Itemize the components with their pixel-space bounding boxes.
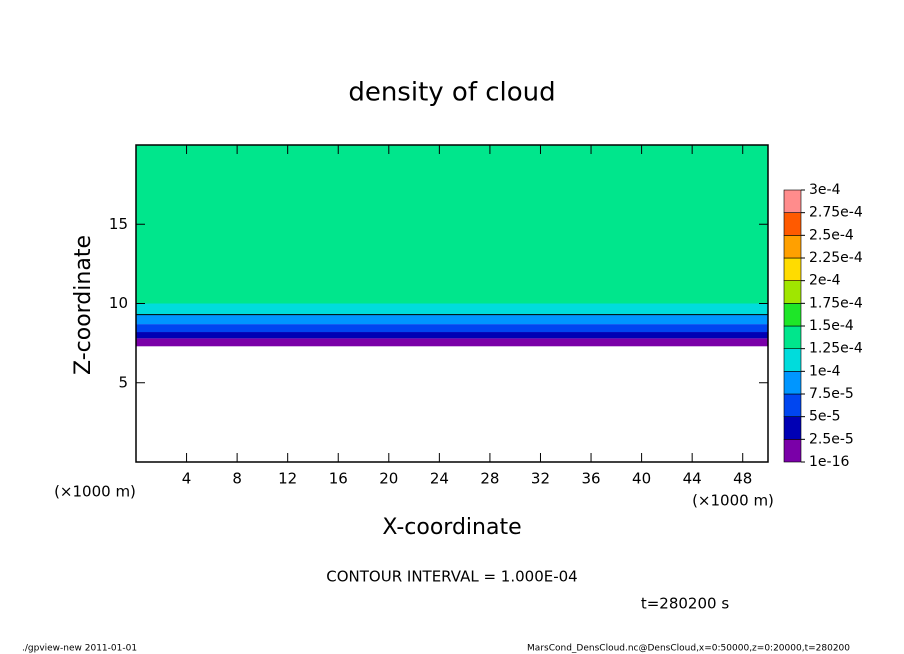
colorbar-label: 1.5e-4 [809,318,854,334]
colorbar-swatch [783,303,802,327]
x-axis-label: X-coordinate [382,515,521,540]
x-unit: (×1000 m) [692,492,774,510]
x-tick-label: 16 [329,470,348,488]
y-axis-label: Z-coordinate [71,235,96,375]
x-unit: (×1000 m) [54,483,136,501]
colorbar-swatch [783,439,802,463]
colorbar-swatch [783,235,802,259]
colorbar-label: 5e-5 [809,409,840,425]
x-tick-label: 32 [531,470,550,488]
colorbar-label: 2.25e-4 [809,250,863,266]
colorbar-swatch [783,189,802,213]
field-layer [136,338,768,347]
colorbar-label: 3e-4 [809,182,841,198]
x-tick-label: 20 [379,470,398,488]
field-layer [136,324,768,333]
y-tick-label: 10 [109,294,128,312]
field-layer [136,145,768,304]
footer-left: ./gpview-new 2011-01-01 [22,644,137,654]
x-tick-label: 28 [480,470,499,488]
colorbar-swatch [783,325,802,349]
x-tick-label: 24 [430,470,449,488]
colorbar-label: 7.5e-5 [809,386,854,402]
x-tick-label: 44 [683,470,702,488]
chart-title: density of cloud [348,78,555,108]
colorbar-swatch [783,371,802,395]
x-tick-label: 36 [581,470,600,488]
field-layer [136,314,768,325]
field-layer [136,303,768,315]
colorbar-swatch [783,348,802,372]
colorbar-swatch [783,280,802,304]
colorbar-label: 2.5e-5 [809,431,854,447]
colorbar-swatch [783,257,802,281]
footer-right: MarsCond_DensCloud.nc@DensCloud,x=0:5000… [527,644,850,654]
colorbar-swatch [783,212,802,236]
colorbar-label: 1.75e-4 [809,295,863,311]
x-tick-label: 40 [632,470,651,488]
time-label: t=280200 s [641,595,729,613]
y-tick-label: 5 [118,373,128,391]
x-tick-label: 8 [232,470,242,488]
colorbar-label: 2.5e-4 [809,227,854,243]
colorbar-label: 2.75e-4 [809,205,863,221]
colorbar-swatch [783,416,802,440]
colorbar-label: 1e-4 [809,363,841,379]
field-layer [136,332,768,339]
x-tick-label: 4 [182,470,192,488]
x-tick-label: 12 [278,470,297,488]
x-tick-label: 48 [733,470,752,488]
colorbar-label: 2e-4 [809,273,841,289]
colorbar-swatch [783,393,802,417]
contour-interval: CONTOUR INTERVAL = 1.000E-04 [326,568,577,586]
colorbar-label: 1e-16 [809,454,849,470]
colorbar-label: 1.25e-4 [809,341,863,357]
y-tick-label: 15 [109,215,128,233]
